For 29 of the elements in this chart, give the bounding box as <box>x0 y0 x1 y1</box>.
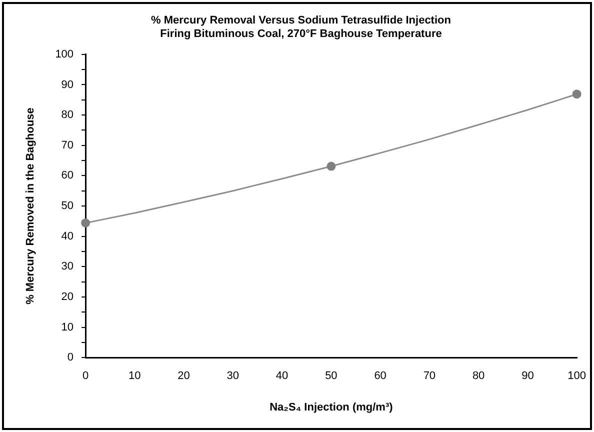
y-tick-label: 20 <box>61 290 74 303</box>
y-tick-label: 40 <box>61 230 74 242</box>
chart-subtitle: Firing Bituminous Coal, 270°F Baghouse Temperature <box>160 28 442 40</box>
y-axis-title: % Mercury Removed in the Baghouse <box>24 108 37 304</box>
y-tick-label: 10 <box>61 321 74 334</box>
x-tick-label: 10 <box>128 370 141 382</box>
y-tick-label: 70 <box>61 139 74 152</box>
y-tick-label: 0 <box>67 352 74 364</box>
y-tick-label: 50 <box>61 200 74 212</box>
x-tick-label: 0 <box>82 370 89 382</box>
point <box>326 162 336 171</box>
x-tick-label: 20 <box>178 370 190 382</box>
x-tick-label: 90 <box>522 370 534 382</box>
y-tick-label: 90 <box>61 78 74 91</box>
x-tick-label: 70 <box>423 370 436 382</box>
x-tick-label: 40 <box>276 370 288 382</box>
point <box>572 90 582 99</box>
point <box>81 218 90 228</box>
y-tick-label: 60 <box>61 170 74 182</box>
chart-title: % Mercury Removal Versus Sodium Tetrasulfide Injection <box>151 14 452 27</box>
x-tick-label: 60 <box>374 370 386 382</box>
y-tick-label: 30 <box>61 260 74 273</box>
x-tick-label: 50 <box>325 370 338 382</box>
x-tick-label: 30 <box>226 370 240 382</box>
x-tick-label: 80 <box>472 370 485 382</box>
x-axis-title: Na₂S₄ Injection (mg/m³) <box>270 401 394 414</box>
y-tick-label: 80 <box>61 109 74 122</box>
x-tick-label: 100 <box>568 370 586 382</box>
y-tick-label: 100 <box>55 48 74 60</box>
